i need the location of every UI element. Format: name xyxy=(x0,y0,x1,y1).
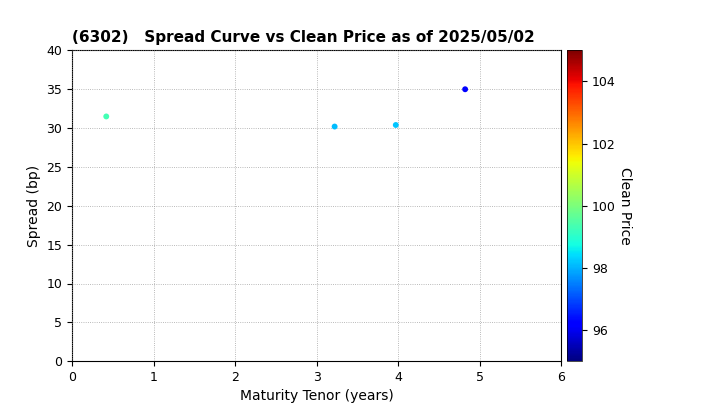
X-axis label: Maturity Tenor (years): Maturity Tenor (years) xyxy=(240,389,394,404)
Point xyxy=(459,86,471,92)
Point xyxy=(329,123,341,130)
Y-axis label: Clean Price: Clean Price xyxy=(618,167,632,245)
Text: (6302)   Spread Curve vs Clean Price as of 2025/05/02: (6302) Spread Curve vs Clean Price as of… xyxy=(72,30,535,45)
Point xyxy=(390,122,402,129)
Y-axis label: Spread (bp): Spread (bp) xyxy=(27,165,41,247)
Point xyxy=(101,113,112,120)
